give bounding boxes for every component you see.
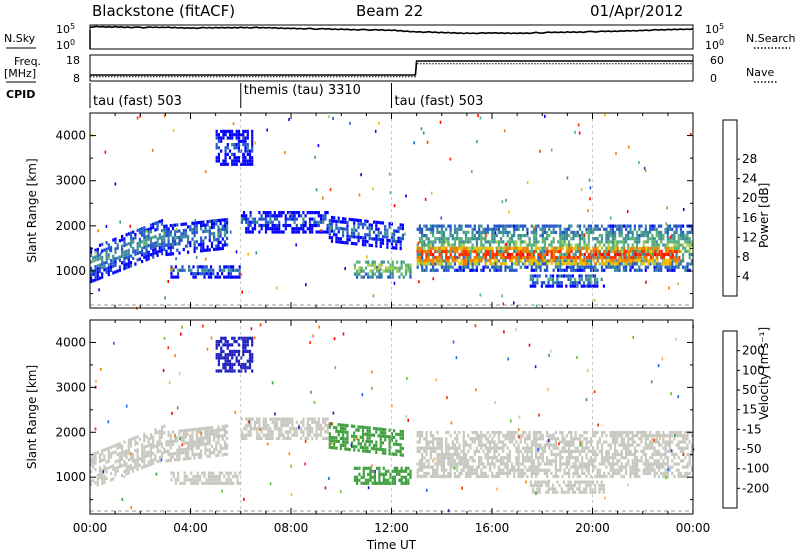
ytick-label-0-2: 3000 [55, 174, 86, 188]
ytick-label-0-3: 4000 [55, 129, 86, 143]
freq-unit-label: [MHz] [4, 67, 37, 80]
frames-layer [6, 24, 790, 515]
ylabel-1: Slant Range [km] [25, 365, 39, 469]
colorbar-1-tick-2: 50 [742, 383, 757, 397]
beam-label: Beam 22 [356, 2, 424, 20]
ytick-label-1-3: 4000 [55, 335, 86, 349]
colorbar-0-tick-0: 4 [742, 269, 750, 283]
xtick-label-4: 16:00 [475, 521, 510, 535]
nave-tick-top: 60 [710, 54, 724, 67]
cpid-segment-label-0: tau (fast) 503 [93, 94, 182, 109]
colorbar-0-tick-2: 12 [742, 230, 757, 244]
cpid-segment-label-1: themis (tau) 3310 [244, 83, 361, 98]
panel-power-cells [90, 113, 693, 310]
plot-title: Blackstone (fitACF) [92, 2, 236, 20]
colorbar-0-tick-1: 8 [742, 250, 750, 264]
nave-series-line [90, 63, 693, 78]
nsky-label: N.Sky [4, 32, 36, 45]
ylabel-0: Slant Range [km] [25, 158, 39, 262]
nsky-frame [89, 24, 694, 50]
colorbar-1-frame [722, 330, 738, 509]
nave-label: Nave [746, 66, 775, 79]
colorbar-1-tick-6: -100 [742, 462, 769, 476]
nsky-tick-left-top: 105 [56, 22, 75, 36]
xtick-label-6: 00:00 [676, 521, 711, 535]
ytick-label-0-0: 1000 [55, 264, 86, 278]
colorbar-1-tick-7: -200 [742, 481, 769, 495]
heatmap-layer [90, 113, 695, 513]
xtick-label-1: 04:00 [173, 521, 208, 535]
nsky-tick-right-top: 105 [705, 22, 724, 36]
text-layer: 105 100 105 100 18 8 60 0 tau (fast) 503 themis (… [25, 22, 769, 552]
nave-tick-bottom: 0 [710, 72, 717, 85]
nsearch-label: N.Search [746, 32, 796, 45]
date-label: 01/Apr/2012 [590, 2, 684, 20]
xtick-label-2: 08:00 [274, 521, 309, 535]
freq-frame [89, 54, 694, 82]
nsky-series-line [89, 25, 694, 35]
cpid-label: CPID [6, 88, 36, 101]
colorbar-1-tick-1: 100 [742, 363, 765, 377]
xtick-label-3: 12:00 [374, 521, 409, 535]
colorbar-1-tick-5: -50 [742, 442, 762, 456]
colorbar-1-tick-0: 200 [742, 344, 765, 358]
power-colorbar-title: Power [dB] [757, 182, 771, 248]
ytick-label-1-2: 3000 [55, 380, 86, 394]
colorbar-0-tick-3: 16 [742, 211, 757, 225]
ytick-label-1-1: 2000 [55, 425, 86, 439]
cpid-segment-label-2: tau (fast) 503 [395, 94, 484, 109]
colorbar-0-tick-6: 28 [742, 152, 757, 166]
freq-tick-bottom: 8 [73, 72, 80, 85]
nsky-tick-right-bottom: 100 [705, 38, 724, 52]
colorbar-1-tick-4: -15 [742, 422, 762, 436]
velocity-colorbar-title: Velocity [m s⁻¹] [757, 326, 771, 420]
xtick-label-0: 00:00 [73, 521, 108, 535]
nsky-tick-left-bottom: 100 [56, 38, 75, 52]
freq-series-line [90, 60, 693, 76]
colorbar-0-frame [722, 119, 738, 297]
ytick-label-1-0: 1000 [55, 470, 86, 484]
xlabel: Time UT [366, 538, 417, 552]
colorbar-1-tick-3: 15 [742, 403, 757, 417]
xtick-label-5: 20:00 [575, 521, 610, 535]
colorbar-0-tick-4: 20 [742, 191, 757, 205]
ytick-label-0-1: 2000 [55, 219, 86, 233]
freq-tick-top: 18 [66, 54, 80, 67]
freq-label: Freq. [14, 55, 42, 68]
panel-velocity-cells [90, 323, 695, 513]
colorbar-0-tick-5: 24 [742, 172, 757, 186]
